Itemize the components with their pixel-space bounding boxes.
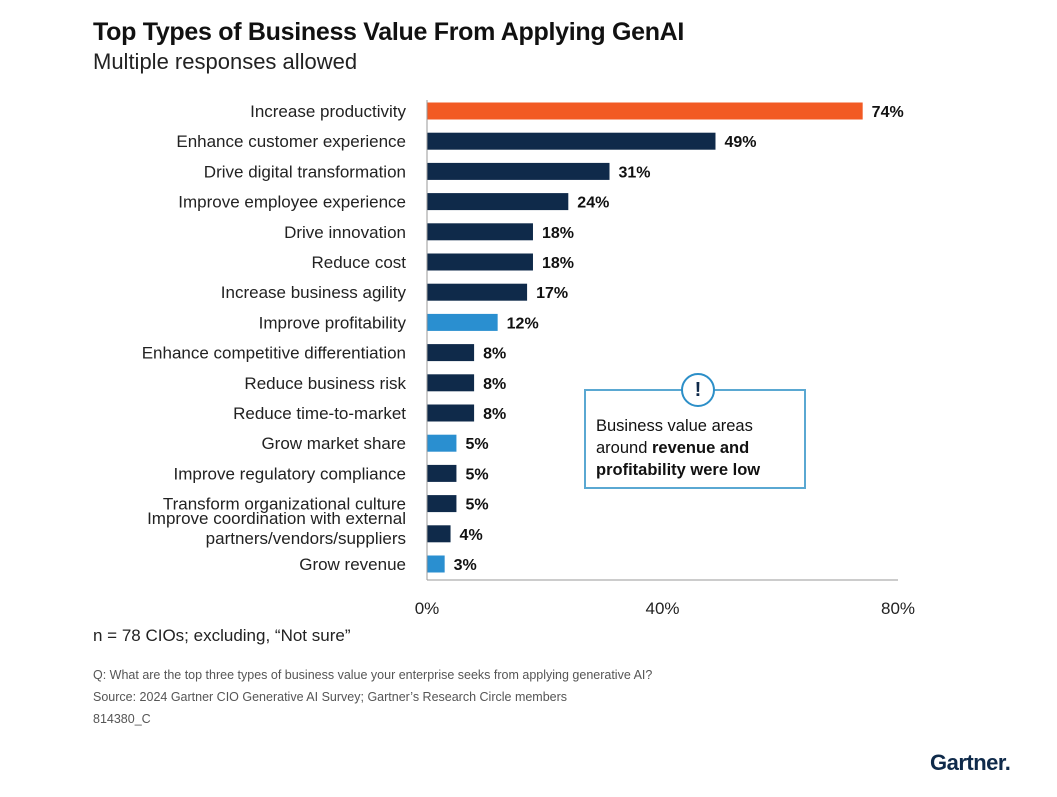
value-label: 17% bbox=[536, 285, 568, 302]
bar bbox=[427, 313, 498, 331]
bar bbox=[427, 525, 451, 543]
value-label: 4% bbox=[460, 527, 483, 544]
category-label: Increase productivity bbox=[250, 102, 406, 121]
bar bbox=[427, 102, 863, 120]
category-label: Grow market share bbox=[261, 434, 406, 453]
category-label: Increase business agility bbox=[221, 283, 407, 302]
value-label: 49% bbox=[724, 134, 756, 151]
sample-note: n = 78 CIOs; excluding, “Not sure” bbox=[93, 626, 351, 645]
callout-box: ! Business value areas around revenue an… bbox=[584, 373, 806, 489]
category-label: Transform organizational culture bbox=[163, 495, 406, 514]
category-label: Grow revenue bbox=[299, 555, 406, 574]
category-label: Improve coordination with external partne… bbox=[147, 509, 406, 548]
chart-title: Top Types of Business Value From Applyin… bbox=[93, 18, 685, 46]
bar bbox=[427, 495, 457, 513]
category-label: Enhance customer experience bbox=[176, 132, 406, 151]
callout-text-plain: Business value areas around bbox=[596, 417, 753, 457]
category-label: Enhance competitive differentiation bbox=[142, 344, 406, 363]
category-label: Reduce time-to-market bbox=[233, 404, 406, 423]
category-label: Improve employee experience bbox=[178, 193, 406, 212]
value-label: 5% bbox=[465, 466, 488, 483]
callout-text-bold: revenue and profitability were low bbox=[596, 439, 761, 479]
bar bbox=[427, 434, 457, 452]
source-note: Source: 2024 Gartner CIO Generative AI S… bbox=[93, 690, 568, 704]
x-tick-label: 80% bbox=[881, 599, 915, 618]
value-label: 12% bbox=[507, 315, 539, 332]
bar bbox=[427, 223, 533, 241]
bar bbox=[427, 162, 610, 180]
chart-subtitle: Multiple responses allowed bbox=[93, 49, 358, 74]
category-label: Reduce cost bbox=[312, 253, 407, 272]
bar bbox=[427, 344, 475, 362]
bar bbox=[427, 464, 457, 482]
value-label: 8% bbox=[483, 376, 506, 393]
bar bbox=[427, 374, 475, 392]
gartner-logo: Gartner. bbox=[930, 750, 1011, 775]
category-label: Drive digital transformation bbox=[204, 162, 406, 181]
callout-text: Business value areas around revenue and … bbox=[596, 415, 801, 481]
value-label: 3% bbox=[454, 557, 477, 574]
value-label: 24% bbox=[577, 195, 609, 212]
bar bbox=[427, 132, 716, 150]
value-label: 31% bbox=[619, 164, 651, 181]
bar bbox=[427, 283, 528, 301]
bar bbox=[427, 404, 475, 422]
question-note: Q: What are the top three types of busin… bbox=[93, 668, 653, 682]
category-label: Reduce business risk bbox=[244, 374, 406, 393]
exclamation-circle-icon: ! bbox=[681, 373, 715, 407]
value-label: 18% bbox=[542, 255, 574, 272]
value-label: 5% bbox=[465, 436, 488, 453]
bar bbox=[427, 555, 445, 573]
x-tick-label: 0% bbox=[415, 599, 440, 618]
value-label: 8% bbox=[483, 406, 506, 423]
category-label: Improve profitability bbox=[259, 313, 407, 332]
bar bbox=[427, 193, 569, 211]
category-label: Improve regulatory compliance bbox=[174, 464, 406, 483]
value-label: 74% bbox=[872, 104, 904, 121]
value-label: 18% bbox=[542, 225, 574, 242]
figure-id: 814380_C bbox=[93, 712, 151, 726]
bar-chart: 74% Increase productivity 49% Enhance custo… bbox=[142, 100, 915, 618]
x-tick-label: 40% bbox=[645, 599, 679, 618]
bar bbox=[427, 253, 533, 271]
category-label: Drive innovation bbox=[284, 223, 406, 242]
value-label: 5% bbox=[465, 497, 488, 514]
value-label: 8% bbox=[483, 346, 506, 363]
